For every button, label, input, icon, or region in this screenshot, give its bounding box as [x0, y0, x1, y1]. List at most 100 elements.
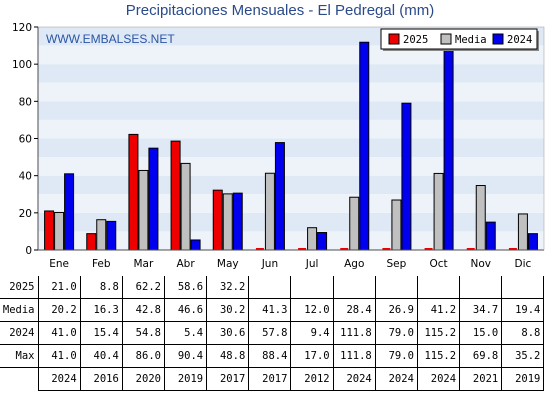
table-row: 2025 21.0 8.8 62.2 58.6 32.2	[0, 276, 545, 299]
x-tick-label: Abr	[176, 258, 195, 270]
table-cell: 35.2	[501, 344, 545, 368]
bar-media-jun	[264, 172, 275, 251]
table-row: Media 20.2 16.3 42.8 46.6 30.2 41.3 12.0 28.4 26.…	[0, 298, 545, 322]
x-tick-label: Dic	[515, 258, 532, 270]
legend-swatch-2025	[388, 33, 400, 45]
legend-label-2025: 2025	[403, 34, 428, 46]
bar-2024-feb	[106, 220, 117, 251]
x-tick-label: Sep	[387, 258, 407, 270]
table-cell: 111.8	[332, 321, 376, 345]
table-cell	[459, 276, 502, 299]
bar-2024-sep	[401, 102, 412, 251]
table-cell: 41.0	[37, 344, 81, 368]
table-cell: 2017	[248, 367, 291, 391]
grid-band	[38, 157, 544, 176]
bar-2024-abr	[190, 239, 201, 251]
table-cell	[416, 276, 460, 299]
table-cell: 9.4	[290, 321, 334, 345]
legend-label-media: Media	[455, 34, 487, 46]
table-cell: 42.8	[121, 298, 165, 322]
x-tick-label: Oct	[430, 258, 448, 270]
table-cell: 26.9	[374, 298, 418, 322]
table-cell: 40.4	[79, 344, 123, 368]
table-cell	[290, 276, 334, 299]
grid-band	[38, 82, 544, 102]
table-cell: 12.0	[290, 298, 334, 322]
table-cell: 2012	[290, 367, 334, 391]
bar-media-dic	[517, 213, 528, 251]
x-tick-label: Nov	[471, 258, 492, 270]
x-tick-label: Feb	[92, 258, 111, 270]
bar-2025-ene	[44, 210, 55, 251]
y-tick-label: 0	[25, 245, 32, 257]
table-cell: 88.4	[248, 344, 291, 368]
table-cell: 2021	[459, 367, 502, 391]
table-cell: 79.0	[374, 321, 418, 345]
table-cell: 86.0	[121, 344, 165, 368]
bar-media-may	[222, 193, 233, 251]
table-row-label: Media	[0, 298, 38, 322]
table-cell: 111.8	[332, 344, 376, 368]
legend-swatch-media	[440, 33, 452, 45]
data-table: 2025 21.0 8.8 62.2 58.6 32.2 Media 20.2 16.3 42.8…	[0, 276, 545, 391]
bar-2024-dic	[527, 233, 538, 251]
legend-swatch-2024	[492, 33, 504, 45]
x-tick-label: May	[217, 258, 239, 270]
bar-media-nov	[475, 185, 486, 251]
table-cell: 115.2	[416, 321, 460, 345]
table-cell: 2019	[163, 367, 207, 391]
grid-band	[38, 101, 544, 120]
precipitation-chart: WWW.EMBALSES.NET Ene Feb Mar Abr May Jun Jul Ago…	[12, 22, 545, 270]
table-cell: 2024	[416, 367, 460, 391]
table-cell: 16.3	[79, 298, 123, 322]
table-cell: 15.4	[79, 321, 123, 345]
table-cell: 32.2	[206, 276, 249, 299]
grid-band	[38, 138, 544, 158]
bar-2024-ene	[64, 173, 75, 251]
y-tick-label: 40	[19, 171, 32, 183]
bar-media-oct	[433, 172, 444, 251]
table-cell: 2019	[501, 367, 545, 391]
x-tick-label: Jun	[261, 258, 278, 270]
table-row-label: 2024	[0, 321, 38, 345]
table-cell	[248, 276, 291, 299]
bar-2024-mar	[148, 147, 159, 251]
grid-band	[38, 64, 544, 83]
table-cell: 21.0	[37, 276, 81, 299]
y-tick-label: 60	[19, 134, 32, 146]
table-cell: 2017	[206, 367, 249, 391]
y-tick-label: 80	[19, 96, 32, 108]
table-cell: 48.8	[206, 344, 249, 368]
table-row-label: Max	[0, 344, 38, 368]
table-cell: 41.3	[248, 298, 291, 322]
chart-title: Precipitaciones Mensuales - El Pedregal …	[125, 2, 435, 19]
table-cell: 17.0	[290, 344, 334, 368]
grid-band	[38, 212, 544, 232]
y-tick-label: 20	[19, 208, 32, 220]
table-cell: 46.6	[163, 298, 207, 322]
table-cell: 8.8	[501, 321, 545, 345]
table-row: 2024 2016 2020 2019 2017 2017 2012 2024 2024 2024…	[0, 367, 545, 391]
x-tick-label: Ago	[344, 258, 364, 270]
table-cell: 41.2	[416, 298, 460, 322]
table-cell: 57.8	[248, 321, 291, 345]
watermark: WWW.EMBALSES.NET	[46, 32, 175, 46]
table-row: 2024 41.0 15.4 54.8 5.4 30.6 57.8 9.4 111.8 79.0 1…	[0, 321, 545, 345]
bar-2024-jun	[274, 142, 285, 251]
table-cell: 28.4	[332, 298, 376, 322]
grid-band	[38, 175, 544, 195]
table-cell: 5.4	[163, 321, 207, 345]
bar-media-jul	[307, 227, 318, 251]
table-cell	[374, 276, 418, 299]
table-row-label: 2025	[9, 281, 35, 293]
legend-label-2024: 2024	[507, 34, 532, 46]
table-cell: 41.0	[37, 321, 81, 345]
y-tick-label: 100	[12, 59, 32, 71]
x-tick-label: Jul	[305, 258, 319, 270]
bar-2025-feb	[86, 233, 97, 251]
bar-2024-jul	[317, 232, 328, 251]
table-cell: 30.6	[206, 321, 249, 345]
bar-2024-may	[232, 192, 243, 251]
grid-band	[38, 231, 544, 250]
table-cell: 2016	[79, 367, 123, 391]
